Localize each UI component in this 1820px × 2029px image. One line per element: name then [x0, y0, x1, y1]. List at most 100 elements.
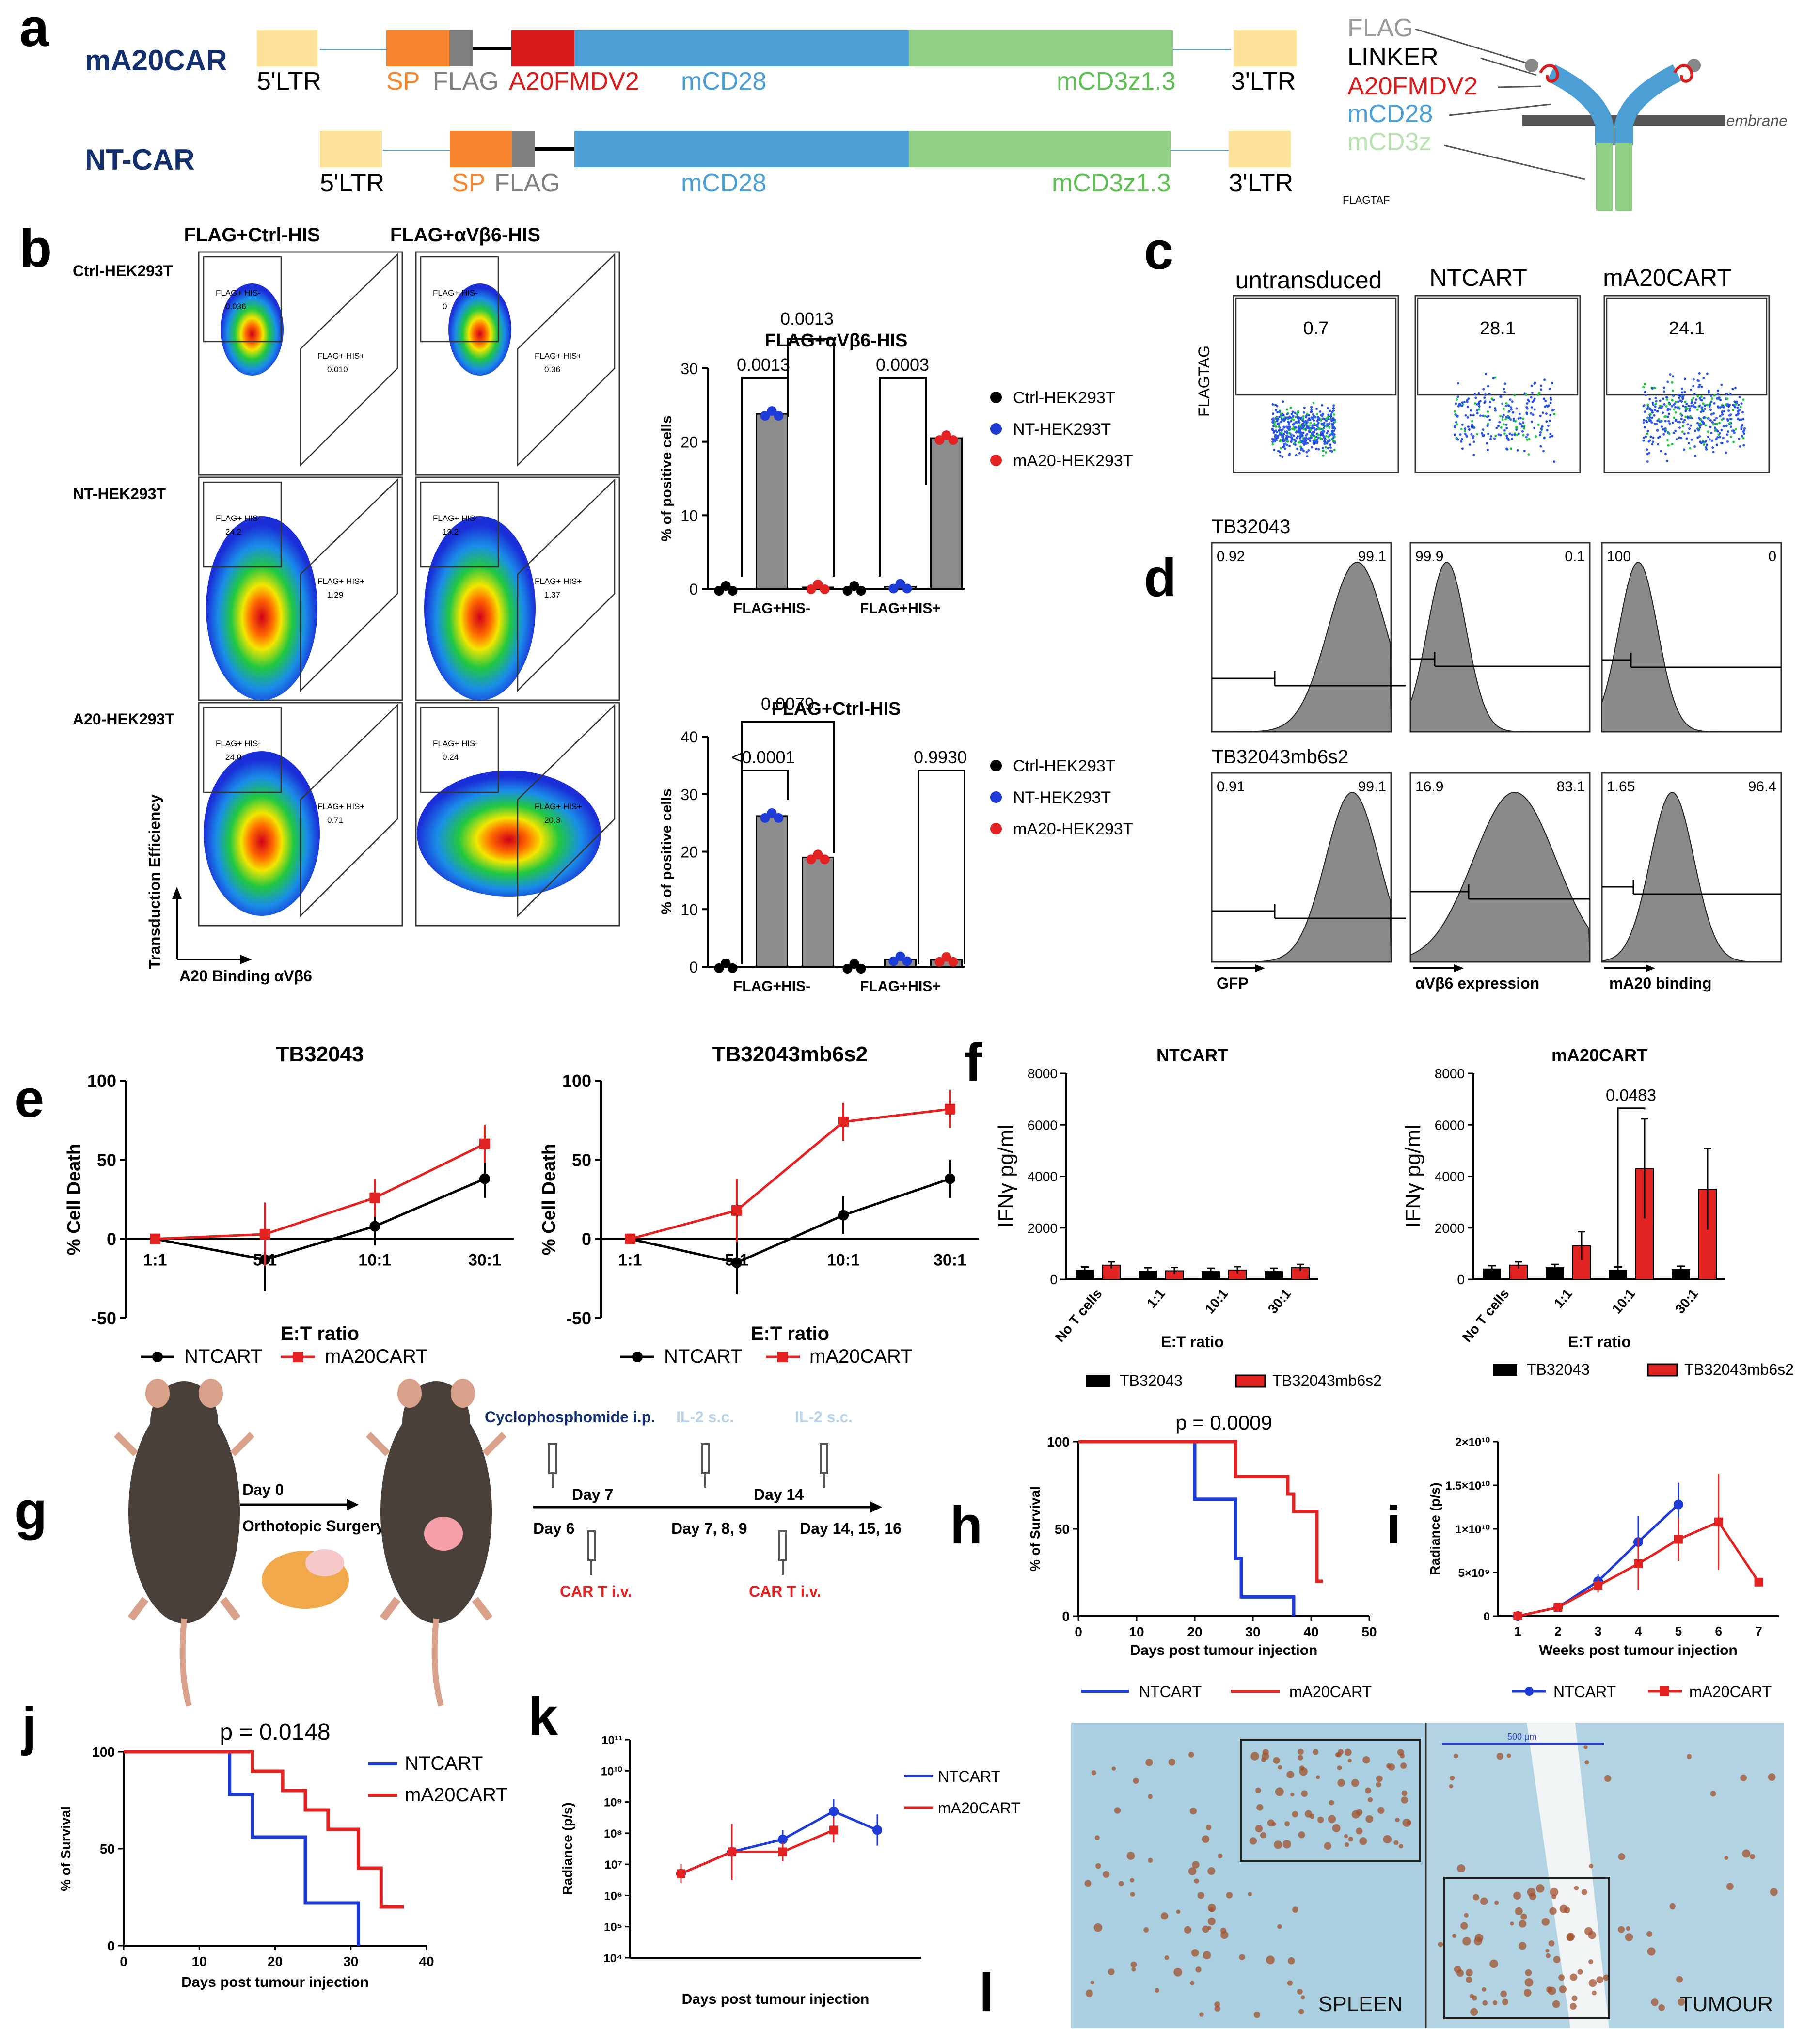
stain-dot: [1313, 1749, 1319, 1755]
cell-event: [1276, 410, 1279, 413]
stain-dot: [1145, 1759, 1153, 1766]
data-point: [369, 1221, 380, 1232]
cell-event: [1484, 400, 1487, 403]
cell-event: [1302, 411, 1305, 414]
data-point: [369, 1192, 380, 1203]
cell-event: [1653, 414, 1656, 417]
panel-l: l 500 µm SPLEEN TUMOUR: [979, 1723, 1784, 2028]
cell-event: [1690, 402, 1693, 405]
gate-right-value: 83.1: [1557, 779, 1585, 795]
b-yaxis-label: Transduction Efficiency: [146, 794, 163, 969]
cell-event: [1656, 410, 1659, 413]
cell-event: [1708, 405, 1711, 408]
x-axis-label: E:T ratio: [1161, 1333, 1224, 1351]
stain-dot: [1482, 2000, 1488, 2006]
label-cd3z: mCD3z1.3: [1057, 67, 1176, 95]
cell-event: [1330, 411, 1333, 414]
data-point: [778, 1834, 788, 1844]
tumour-label: TUMOUR: [1679, 1992, 1773, 2016]
x-tick-label: FLAG+HIS+: [860, 600, 941, 616]
cell-event: [1488, 401, 1491, 404]
stain-dot: [1286, 1771, 1295, 1778]
cell-event: [1298, 428, 1301, 431]
cell-event: [1656, 419, 1659, 422]
y-tick-label: -50: [566, 1308, 591, 1328]
cell-event: [1727, 409, 1730, 412]
cell-event: [1467, 397, 1470, 400]
cell-event: [1322, 454, 1325, 457]
cell-event: [1301, 440, 1304, 442]
stain-dot: [1457, 1864, 1466, 1873]
stain-dot: [1365, 1787, 1371, 1794]
gate-left-value: 16.9: [1415, 779, 1443, 795]
cell-event: [1332, 404, 1335, 407]
y-tick-label: 8000: [1028, 1066, 1058, 1081]
cell-event: [1690, 399, 1693, 402]
cell-event: [1278, 415, 1281, 418]
cell-event: [1472, 454, 1475, 456]
cell-event: [1677, 393, 1680, 396]
cell-event: [1710, 394, 1713, 397]
cell-event: [1645, 435, 1647, 438]
cell-event: [1280, 432, 1283, 435]
cell-event: [1718, 422, 1721, 425]
legend-a20: A20FMDV2: [1347, 72, 1478, 100]
stain-dot: [1199, 2012, 1204, 2017]
data-point: [778, 1847, 787, 1856]
spleen-section: [1071, 1723, 1425, 2028]
cell-event: [1505, 416, 1508, 419]
cell-event: [1668, 422, 1671, 425]
b-xaxis-label: A20 Binding αVβ6: [179, 967, 312, 985]
gate-value-his-pos: 0.71: [327, 816, 343, 825]
stain-dot: [1571, 1995, 1578, 2001]
stain-dot: [1527, 1887, 1536, 1897]
cell-event: [1283, 440, 1286, 442]
stain-dot: [1523, 1989, 1532, 1997]
gate-label-his-neg: FLAG+ HIS-: [216, 514, 261, 523]
cell-event: [1307, 449, 1310, 452]
stain-dot: [1618, 1926, 1625, 1933]
cell-event: [1490, 397, 1493, 400]
cell-event: [1476, 409, 1479, 412]
tumour-section: [1427, 1723, 1784, 2028]
construct-NTCAR-name: NT-CAR: [85, 143, 195, 176]
bar: [756, 815, 788, 968]
c-title-2: NTCART: [1429, 264, 1527, 291]
cell-event: [1526, 402, 1529, 405]
stain-dot: [1317, 1816, 1324, 1823]
cell-event: [1330, 450, 1333, 453]
flow-density: [204, 751, 320, 916]
y-tick-label: 10¹⁰: [601, 1765, 623, 1778]
cell-event: [1290, 440, 1293, 443]
cell-event: [1694, 406, 1697, 409]
x-tick-label: 4: [1635, 1624, 1642, 1638]
cell-event: [1676, 406, 1679, 409]
cell-event: [1686, 423, 1689, 426]
cell-event: [1515, 426, 1518, 429]
stain-dot: [1094, 1835, 1100, 1840]
stain-dot: [1148, 1857, 1153, 1863]
cell-event: [1662, 386, 1665, 389]
g-cart-1: CAR T i.v.: [560, 1583, 632, 1600]
cell-event: [1319, 410, 1322, 413]
cell-event: [1671, 443, 1674, 446]
cell-event: [1477, 401, 1480, 404]
cell-event: [1651, 443, 1654, 446]
stain-dot: [1189, 1808, 1197, 1815]
stain-dot: [1524, 1978, 1534, 1987]
cell-event: [1645, 394, 1647, 397]
chart-k: 10⁴ 10⁵ 10⁶ 10⁷ 10⁸ 10⁹ 10¹⁰ 10¹¹ Days post tumo…: [560, 1734, 921, 2007]
j-legend: NTCART mA20CART: [368, 1753, 508, 1806]
cell-event: [1672, 432, 1675, 435]
cell-event: [1665, 405, 1668, 408]
panel-label-e: e: [15, 1069, 44, 1129]
cell-event: [1694, 455, 1697, 457]
cell-event: [1522, 427, 1525, 430]
cell-event: [1675, 418, 1678, 421]
stain-dot: [1275, 1787, 1284, 1796]
gate-label-his-pos: FLAG+ HIS+: [535, 351, 582, 361]
gate-right-value: 0: [1768, 549, 1776, 565]
gate-label-his-pos: FLAG+ HIS+: [535, 802, 582, 811]
stain-dot: [1549, 1907, 1557, 1915]
cell-event: [1700, 395, 1703, 398]
